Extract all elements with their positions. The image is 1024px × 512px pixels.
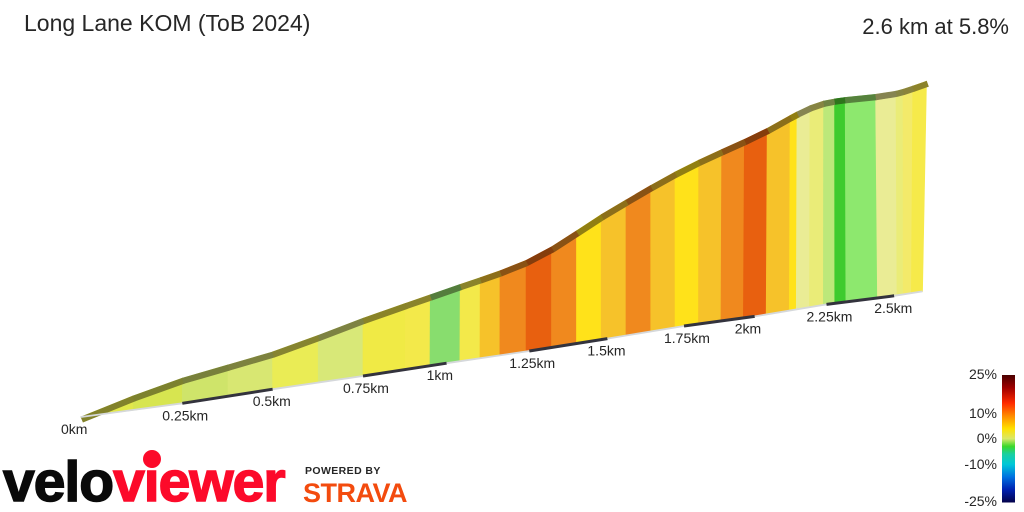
svg-text:1km: 1km xyxy=(427,367,453,383)
svg-text:1.75km: 1.75km xyxy=(664,330,710,346)
svg-text:2km: 2km xyxy=(735,320,761,336)
svg-text:STRAVA: STRAVA xyxy=(303,478,407,508)
svg-text:0.5km: 0.5km xyxy=(253,393,291,409)
svg-text:-10%: -10% xyxy=(964,456,997,472)
svg-text:1.25km: 1.25km xyxy=(509,355,555,371)
svg-text:0%: 0% xyxy=(977,430,997,446)
svg-text:POWERED BY: POWERED BY xyxy=(305,465,381,477)
svg-text:-25%: -25% xyxy=(964,493,997,509)
svg-text:10%: 10% xyxy=(969,405,997,421)
svg-text:25%: 25% xyxy=(969,366,997,382)
svg-text:0.75km: 0.75km xyxy=(343,380,389,396)
svg-text:0km: 0km xyxy=(61,421,87,437)
svg-text:0.25km: 0.25km xyxy=(162,407,208,423)
svg-text:2.5km: 2.5km xyxy=(874,300,912,316)
svg-text:2.25km: 2.25km xyxy=(807,308,853,324)
svg-text:1.5km: 1.5km xyxy=(587,343,625,359)
